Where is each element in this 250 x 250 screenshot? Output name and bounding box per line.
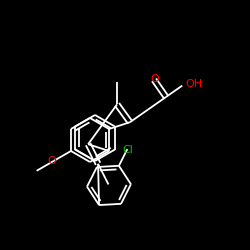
Text: OH: OH — [185, 78, 202, 88]
Text: O: O — [48, 156, 56, 166]
Text: O: O — [151, 74, 160, 84]
Text: Cl: Cl — [122, 145, 133, 155]
